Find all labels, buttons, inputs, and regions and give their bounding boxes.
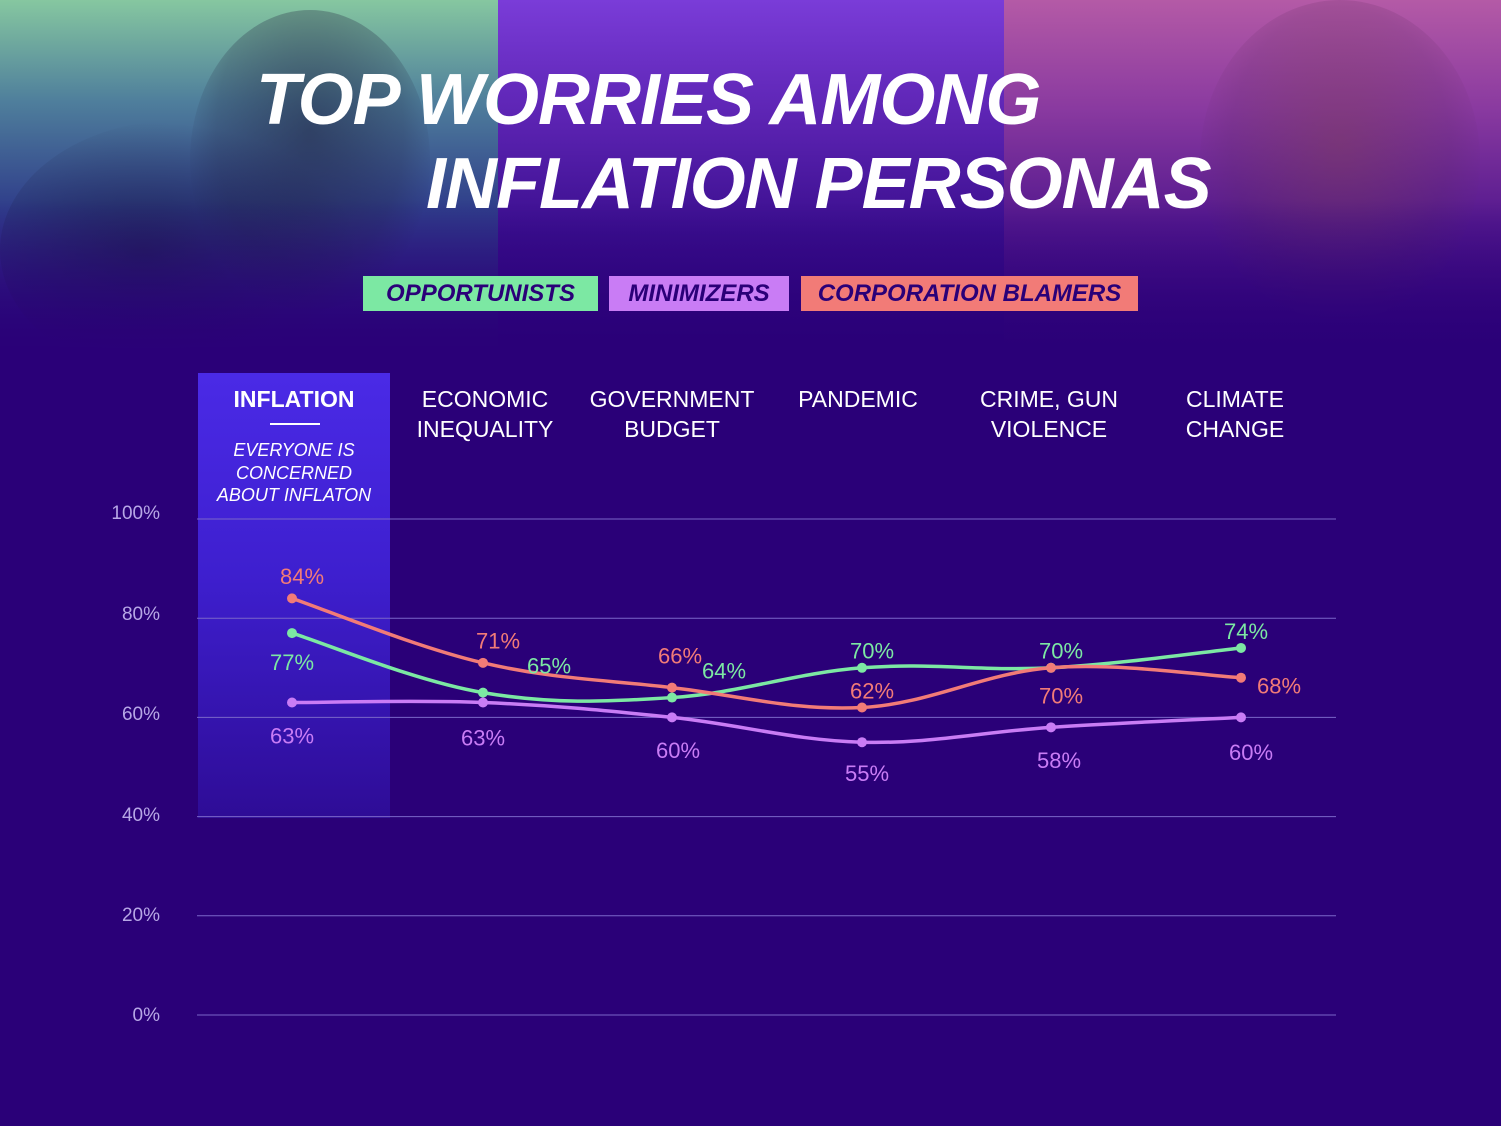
data-label-minimizers: 60% (656, 738, 700, 763)
data-label-minimizers: 55% (845, 761, 889, 786)
legend-item-opportunists: OPPORTUNISTS (363, 276, 598, 311)
data-point-opportunists (287, 628, 297, 639)
legend-item-minimizers: MINIMIZERS (609, 276, 789, 311)
category-label-economic-inequality: ECONOMIC INEQUALITY (390, 384, 580, 444)
category-label-line: CLIMATE (1186, 386, 1284, 412)
series-line-corporation-blamers (290, 596, 1243, 710)
y-tick-label: 40% (121, 805, 160, 826)
data-point-minimizers (1046, 722, 1056, 733)
data-point-opportunists (667, 692, 677, 703)
category-label-line: INFLATION (233, 386, 355, 412)
data-point-minimizers (287, 697, 297, 708)
series-line-minimizers (290, 699, 1243, 745)
data-point-corporation-blamers (287, 593, 297, 604)
data-point-corporation-blamers (1046, 662, 1056, 673)
data-point-minimizers (1236, 712, 1246, 723)
category-divider-rule (270, 423, 320, 425)
data-point-corporation-blamers (478, 657, 488, 668)
category-label-line: INEQUALITY (416, 416, 554, 442)
category-label-line: ECONOMIC (421, 386, 549, 412)
y-tick-label: 60% (121, 704, 160, 725)
data-label-corporation-blamers: 62% (850, 678, 894, 703)
data-point-corporation-blamers (1236, 672, 1246, 683)
data-label-minimizers: 63% (461, 725, 505, 750)
data-label-minimizers: 60% (1229, 740, 1273, 765)
inflation-note-line-1: EVERYONE IS (233, 440, 355, 460)
data-label-corporation-blamers: 70% (1039, 684, 1083, 709)
data-point-minimizers (857, 737, 867, 748)
data-label-opportunists: 74% (1224, 619, 1268, 644)
category-label-line: VIOLENCE (990, 416, 1108, 442)
data-label-corporation-blamers: 84% (280, 564, 324, 589)
category-label-line: PANDEMIC (798, 386, 918, 412)
data-label-corporation-blamers: 68% (1257, 674, 1301, 699)
data-point-opportunists (857, 662, 867, 673)
category-label-crime-gun-violence: CRIME, GUN VIOLENCE (954, 384, 1144, 444)
y-tick-label: 0% (132, 1005, 160, 1026)
data-label-opportunists: 77% (270, 650, 314, 675)
data-label-opportunists: 70% (1039, 639, 1083, 664)
data-label-opportunists: 65% (527, 653, 571, 678)
data-point-minimizers (667, 712, 677, 723)
data-label-minimizers: 63% (270, 723, 314, 748)
data-label-corporation-blamers: 66% (658, 643, 702, 668)
chart-title-line-2: INFLATION PERSONAS (426, 144, 1212, 224)
category-label-line: GOVERNMENT (589, 386, 755, 412)
data-label-opportunists: 64% (702, 658, 746, 683)
category-label-line: BUDGET (624, 416, 720, 442)
inflation-note-line-2: CONCERNED (235, 462, 352, 483)
inflation-note: EVERYONE IS CONCERNED ABOUT INFLATON (198, 439, 390, 507)
data-label-minimizers: 58% (1037, 748, 1081, 773)
category-label-pandemic: PANDEMIC (763, 384, 953, 414)
category-label-government-budget: GOVERNMENT BUDGET (577, 384, 767, 444)
inflation-note-line-3: ABOUT INFLATON (216, 485, 372, 505)
chart-title-line-1: TOP WORRIES AMONG (256, 60, 1041, 140)
data-label-corporation-blamers: 71% (476, 629, 520, 654)
data-point-corporation-blamers (667, 682, 677, 693)
y-tick-label: 80% (121, 604, 160, 625)
y-tick-label: 100% (111, 503, 160, 524)
data-label-opportunists: 70% (850, 639, 894, 664)
data-point-minimizers (478, 697, 488, 708)
data-point-corporation-blamers (857, 702, 867, 713)
hero-banner (0, 0, 1501, 360)
y-tick-label: 20% (121, 905, 160, 926)
category-label-climate-change: CLIMATE CHANGE (1140, 384, 1330, 444)
legend-item-corporation-blamers: CORPORATION BLAMERS (801, 276, 1138, 311)
category-label-line: CHANGE (1185, 416, 1285, 442)
data-point-opportunists (478, 687, 488, 698)
category-label-inflation: INFLATION (198, 384, 390, 414)
data-point-opportunists (1236, 642, 1246, 653)
category-label-line: CRIME, GUN (980, 386, 1118, 412)
